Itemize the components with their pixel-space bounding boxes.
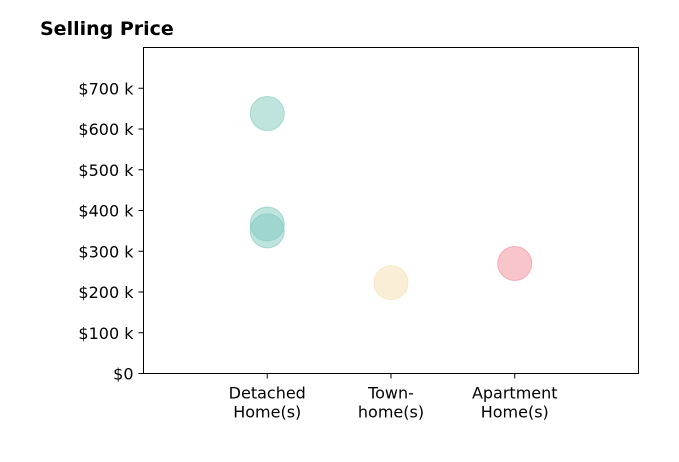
y-tick-label: $400 k	[78, 202, 134, 221]
y-tick-label: $700 k	[78, 79, 134, 98]
y-axis: $0 $100 k $200 k $300 k $400 k $500 k $600 k $7…	[78, 79, 144, 384]
y-tick-label: $0	[113, 365, 133, 384]
data-point-0	[249, 96, 285, 132]
plot-frame	[143, 47, 639, 374]
x-tick-label: Town-home(s)	[358, 384, 424, 422]
y-tick-label: $600 k	[78, 120, 134, 139]
y-tick-label: $300 k	[78, 242, 134, 261]
chart-title: Selling Price	[40, 18, 174, 40]
y-tick-label: $500 k	[78, 161, 134, 180]
x-axis: Detached Home(s) Town-home(s) Apartment Home…	[229, 373, 558, 422]
data-point-3	[373, 265, 409, 301]
data-point-2	[249, 213, 285, 249]
y-tick-label: $200 k	[78, 283, 134, 302]
data-points	[249, 96, 533, 301]
x-tick-label: Apartment Home(s)	[472, 384, 558, 422]
x-tick-label: Detached Home(s)	[229, 384, 306, 422]
data-point-4	[497, 245, 533, 281]
y-tick-label: $100 k	[78, 324, 134, 343]
